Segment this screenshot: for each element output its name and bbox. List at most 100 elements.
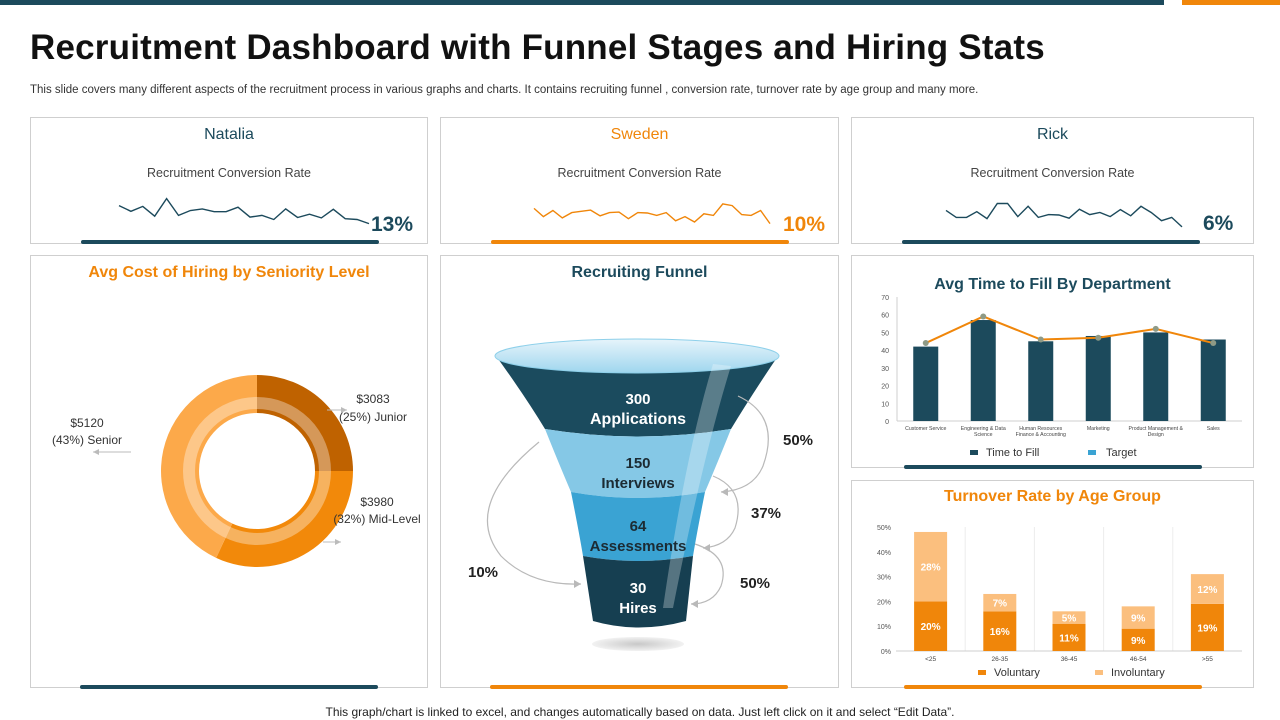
legend-swatch-target xyxy=(1088,450,1096,455)
funnel-arrow xyxy=(690,543,724,605)
top-accent-bar-orange xyxy=(1182,0,1280,5)
x-tick-label: Finance & Accounting xyxy=(1016,432,1066,438)
bar-voluntary xyxy=(1052,623,1086,651)
data-label-voluntary: 9% xyxy=(1131,636,1146,647)
page-title: Recruitment Dashboard with Funnel Stages… xyxy=(30,28,1045,67)
kpi-label: Recruitment Conversion Rate xyxy=(147,166,311,180)
data-label-voluntary: 19% xyxy=(1197,623,1217,634)
bar-time-to-fill xyxy=(1200,339,1226,421)
bar-time-to-fill xyxy=(1085,335,1111,421)
leader-arrow xyxy=(341,407,347,413)
x-tick-label: Human Resources xyxy=(1019,426,1062,432)
stage-label: Hires xyxy=(619,600,657,617)
kpi-underline xyxy=(81,240,379,244)
time-to-fill-chart: 0 10 20 30 40 50 60 70 Customer Service Engineeri… xyxy=(881,295,1242,459)
x-tick-label: Product Management & xyxy=(1129,426,1184,432)
kpi-sparkline xyxy=(945,202,1183,228)
bar-voluntary xyxy=(1121,628,1155,651)
legend-swatch-involuntary xyxy=(1095,670,1103,675)
legend-label: Time to Fill xyxy=(986,447,1039,459)
kpi-name: Sweden xyxy=(610,126,669,143)
data-label-involuntary: 7% xyxy=(993,599,1008,610)
donut-slice-senior xyxy=(160,375,257,558)
slice-value-label: $3083 xyxy=(356,392,390,406)
funnel-highlight xyxy=(663,364,731,608)
card-underline xyxy=(904,465,1202,469)
y-tick-label: 60 xyxy=(881,313,889,320)
funnel-arrow xyxy=(486,441,582,585)
chart-title: Avg Cost of Hiring by Seniority Level xyxy=(88,264,370,281)
target-point xyxy=(980,313,987,320)
x-tick-label: Science xyxy=(974,432,993,438)
y-tick-label: 70 xyxy=(881,295,889,302)
y-tick-label: 0% xyxy=(881,649,891,656)
y-tick-label: 10 xyxy=(881,401,889,408)
funnel-band-interviews xyxy=(545,429,731,498)
slice-percent-label: (43%) Senior xyxy=(52,433,122,447)
target-point xyxy=(1037,336,1044,343)
legend-swatch-voluntary xyxy=(978,670,986,675)
slice-percent-label: (25%) Junior xyxy=(339,410,407,424)
kpi-card-sweden: Sweden Recruitment Conversion Rate 10% xyxy=(440,117,839,244)
donut-chart: $3083 (25%) Junior $3980 (32%) Mid-Level $51… xyxy=(52,375,421,567)
funnel-chart: 300 Applications 150 Interviews 64 Asses… xyxy=(468,338,813,651)
stage-value: 64 xyxy=(630,518,647,535)
kpi-sparkline xyxy=(118,197,370,225)
x-tick-label: <25 xyxy=(925,656,936,663)
time-to-fill-card: Avg Time to Fill By Department 0 10 20 30 40… xyxy=(851,255,1254,469)
card-underline xyxy=(490,685,788,689)
funnel-band-applications xyxy=(496,356,778,437)
x-tick-label: >55 xyxy=(1202,656,1213,663)
conversion-rate: 50% xyxy=(740,575,770,592)
y-tick-label: 20 xyxy=(881,384,889,391)
arrow-head xyxy=(574,580,581,588)
data-label-voluntary: 16% xyxy=(990,627,1010,638)
legend-label: Target xyxy=(1106,447,1137,459)
kpi-name: Natalia xyxy=(204,126,254,143)
donut-inner-ring xyxy=(183,397,331,545)
stage-value: 30 xyxy=(630,580,647,597)
data-label-voluntary: 11% xyxy=(1059,633,1079,644)
line-target xyxy=(925,315,1214,345)
stage-label: Interviews xyxy=(601,475,674,492)
y-tick-label: 50% xyxy=(877,525,891,532)
legend-swatch-time-to-fill xyxy=(970,450,978,455)
conversion-rate: 50% xyxy=(783,432,813,449)
y-tick-label: 50 xyxy=(881,330,889,337)
funnel-arrow xyxy=(702,475,739,549)
kpi-value: 6% xyxy=(1203,212,1234,235)
x-tick-label: 46-54 xyxy=(1130,656,1147,663)
cost-by-seniority-card: Avg Cost of Hiring by Seniority Level $3… xyxy=(30,255,428,689)
kpi-value: 10% xyxy=(783,213,826,236)
arrow-head xyxy=(691,600,698,608)
turnover-card: Turnover Rate by Age Group 0% 10% 20% 30% 40… xyxy=(851,480,1254,689)
y-tick-label: 20% xyxy=(877,599,891,606)
bar-time-to-fill xyxy=(1143,332,1169,421)
data-label-involuntary: 12% xyxy=(1197,585,1217,596)
stage-value: 300 xyxy=(625,391,650,408)
y-tick-label: 30% xyxy=(877,575,891,582)
target-point xyxy=(1152,325,1159,332)
slice-value-label: $5120 xyxy=(70,416,104,430)
kpi-card-natalia: Natalia Recruitment Conversion Rate 13% xyxy=(30,117,428,244)
x-tick-label: Engineering & Data xyxy=(961,426,1006,432)
kpi-label: Recruitment Conversion Rate xyxy=(970,166,1135,180)
bar-involuntary xyxy=(1121,606,1155,629)
recruiting-funnel-card: Recruiting Funnel 3 xyxy=(440,255,839,689)
chart-title: Turnover Rate by Age Group xyxy=(944,488,1161,505)
bar-involuntary xyxy=(1052,611,1086,624)
y-tick-label: 40 xyxy=(881,348,889,355)
data-label-involuntary: 9% xyxy=(1131,614,1146,625)
funnel-band-hires xyxy=(583,556,693,628)
kpi-name: Rick xyxy=(1036,126,1069,143)
kpi-value: 13% xyxy=(371,213,414,236)
leader-arrow xyxy=(93,449,99,455)
kpi-card-rick: Rick Recruitment Conversion Rate 6% xyxy=(851,117,1254,244)
data-label-involuntary: 5% xyxy=(1062,614,1077,625)
stage-label: Applications xyxy=(590,411,686,428)
chart-title: Recruiting Funnel xyxy=(571,264,708,281)
leader-arrow xyxy=(335,539,341,545)
bar-involuntary xyxy=(983,593,1017,612)
y-tick-label: 0 xyxy=(885,419,889,426)
x-tick-label: Design xyxy=(1148,432,1164,438)
